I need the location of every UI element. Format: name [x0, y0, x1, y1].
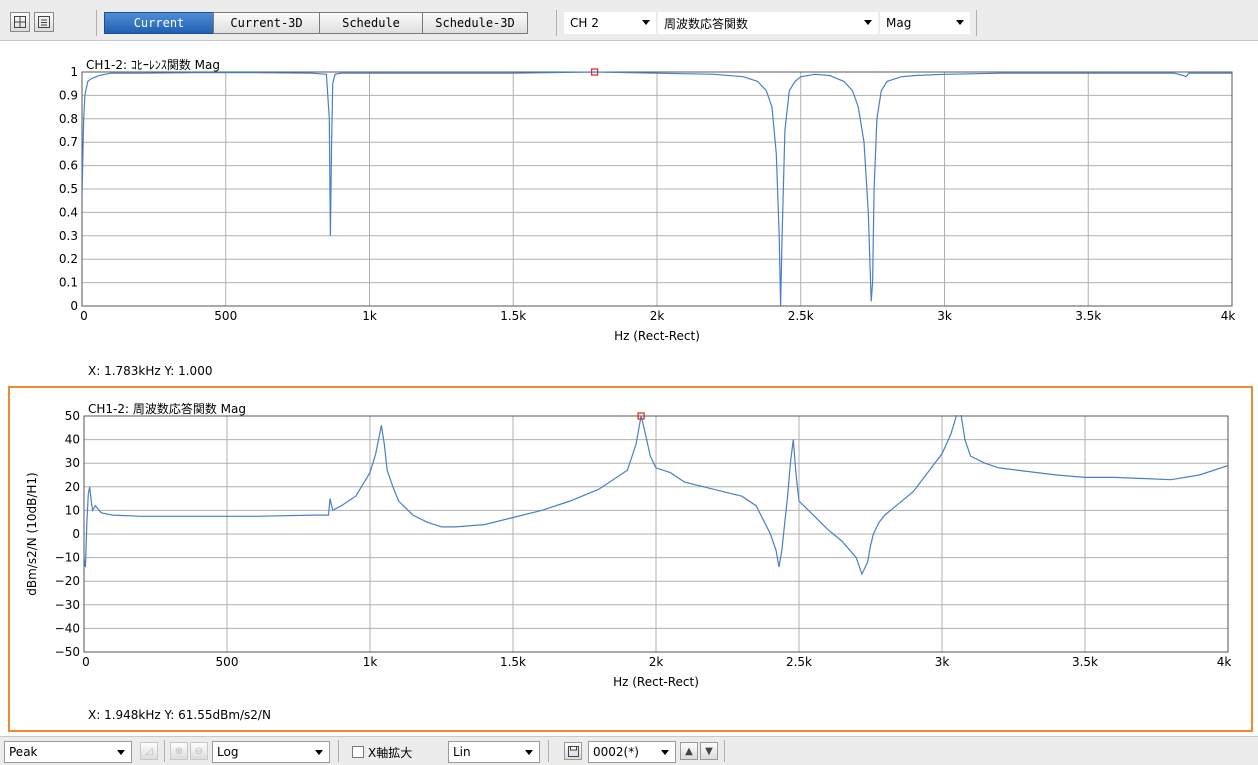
y-tick-label: 0.7	[59, 135, 78, 149]
single-layout-icon[interactable]	[34, 12, 54, 32]
peak-select-value: Peak	[9, 745, 38, 759]
y-scale-select[interactable]: Lin	[448, 741, 540, 763]
zoom-out-icon[interactable]: ⊖	[190, 742, 208, 760]
chevron-down-icon	[864, 20, 872, 25]
cursor-marker	[637, 412, 645, 420]
y-tick-label: 0.9	[59, 88, 78, 102]
y-tick-label: −30	[55, 598, 80, 612]
y-tick-label: 0.1	[59, 276, 78, 290]
chart-title: CH1-2: 周波数応答関数 Mag	[88, 401, 246, 416]
x-tick-label: 4k	[1221, 309, 1236, 323]
x-axis-label: Hz (Rect-Rect)	[613, 675, 699, 689]
y-tick-label: 1	[70, 65, 78, 79]
tab-schedule-3d[interactable]: Schedule-3D	[422, 12, 528, 34]
y-tick-label: −20	[55, 574, 80, 588]
view-tabs: Current Current-3D Schedule Schedule-3D	[104, 12, 528, 34]
save-icon[interactable]	[564, 742, 582, 760]
grid-layout-icon[interactable]	[10, 12, 30, 32]
frf-panel: 0 500 1k 1.5k 2k 2.5k 3k 3.5k 4k −50 −40 −30 −20 −10 0…	[8, 386, 1253, 732]
arrow-up-icon[interactable]: ▲	[680, 742, 698, 760]
zoom-in-icon[interactable]: ⊕	[170, 742, 188, 760]
x-tick-label: 2.5k	[786, 655, 812, 669]
bottom-toolbar: Peak ◿ ⊕ ⊖ Log X軸拡大 Lin 0002(*) ▲ ▼	[0, 736, 1258, 765]
x-tick-label: 500	[214, 309, 237, 323]
plot-frame	[83, 415, 1229, 653]
peak-select[interactable]: Peak	[4, 741, 132, 763]
x-tick-label: 2.5k	[788, 309, 814, 323]
y-tick-label: −10	[55, 551, 80, 565]
y-tick-label: −50	[55, 645, 80, 659]
y-tick-label: 50	[65, 409, 80, 423]
y-axis-label: dBm/s2/N (10dB/H1)	[25, 472, 39, 596]
y-tick-label: 0.8	[59, 112, 78, 126]
display-select-value: Mag	[886, 16, 912, 30]
y-tick-label: 40	[65, 433, 80, 447]
top-toolbar: Current Current-3D Schedule Schedule-3D …	[0, 0, 1258, 41]
display-select[interactable]: Mag	[880, 12, 970, 34]
x-tick-label: 0	[82, 655, 90, 669]
x-tick-label: 1.5k	[500, 309, 526, 323]
x-tick-label: 500	[216, 655, 239, 669]
y-tick-label: 0.6	[59, 159, 78, 173]
x-scale-select-value: Log	[217, 745, 239, 759]
y-tick-label: 0.5	[59, 182, 78, 196]
y-tick-label: 30	[65, 456, 80, 470]
delta-icon[interactable]: ◿	[140, 742, 158, 760]
x-tick-label: 1.5k	[500, 655, 526, 669]
x-tick-label: 1k	[363, 655, 378, 669]
chevron-down-icon	[117, 750, 125, 755]
x-scale-select[interactable]: Log	[212, 741, 330, 763]
coherence-chart[interactable]: 0 500 1k 1.5k 2k 2.5k 3k 3.5k 4k 0 0.1 0.2 0.3 0.4 0.5…	[0, 48, 1258, 358]
function-select-value: 周波数応答関数	[664, 16, 749, 31]
tab-current-3d[interactable]: Current-3D	[213, 12, 320, 34]
function-select[interactable]: 周波数応答関数	[658, 12, 878, 34]
x-tick-label: 1k	[362, 309, 377, 323]
x-tick-label: 2k	[650, 309, 665, 323]
x-tick-label: 3.5k	[1075, 309, 1101, 323]
y-tick-label: 0.3	[59, 229, 78, 243]
series-line	[84, 415, 1228, 576]
cursor-readout-top: X: 1.783kHz Y: 1.000	[88, 364, 213, 378]
channel-select-value: CH 2	[570, 16, 599, 30]
coherence-panel: 0 500 1k 1.5k 2k 2.5k 3k 3.5k 4k 0 0.1 0.2 0.3 0.4 0.5…	[0, 48, 1258, 386]
chevron-down-icon	[661, 750, 669, 755]
x-tick-label: 3k	[937, 309, 952, 323]
chart-title: CH1-2: ｺﾋｰﾚﾝｽ関数 Mag	[86, 57, 220, 72]
y-tick-label: −40	[55, 621, 80, 635]
x-axis-zoom-checkbox[interactable]	[352, 746, 364, 758]
tab-schedule[interactable]: Schedule	[319, 12, 423, 34]
y-tick-label: 20	[65, 480, 80, 494]
chevron-down-icon	[642, 20, 650, 25]
record-select-value: 0002(*)	[593, 745, 639, 759]
chevron-down-icon	[956, 20, 964, 25]
tab-current[interactable]: Current	[104, 12, 214, 34]
cursor-readout-bottom: X: 1.948kHz Y: 61.55dBm/s2/N	[88, 708, 271, 722]
chevron-down-icon	[525, 750, 533, 755]
y-tick-label: 10	[65, 503, 80, 517]
chevron-down-icon	[315, 750, 323, 755]
y-tick-label: 0.2	[59, 252, 78, 266]
y-scale-select-value: Lin	[453, 745, 471, 759]
x-tick-label: 3.5k	[1072, 655, 1098, 669]
arrow-down-icon[interactable]: ▼	[700, 742, 718, 760]
frf-chart[interactable]: 0 500 1k 1.5k 2k 2.5k 3k 3.5k 4k −50 −40 −30 −20 −10 0…	[10, 388, 1251, 698]
x-tick-label: 2k	[649, 655, 664, 669]
x-tick-label: 3k	[935, 655, 950, 669]
y-tick-label: 0	[72, 527, 80, 541]
record-select[interactable]: 0002(*)	[588, 741, 676, 763]
channel-select[interactable]: CH 2	[564, 12, 656, 34]
y-tick-label: 0.4	[59, 205, 78, 219]
x-tick-label: 0	[80, 309, 88, 323]
series-line	[82, 71, 1232, 307]
x-axis-zoom-label: X軸拡大	[368, 746, 413, 760]
cursor-marker	[591, 68, 599, 76]
x-axis-label: Hz (Rect-Rect)	[614, 329, 700, 343]
y-tick-label: 0	[70, 299, 78, 313]
x-tick-label: 4k	[1217, 655, 1232, 669]
